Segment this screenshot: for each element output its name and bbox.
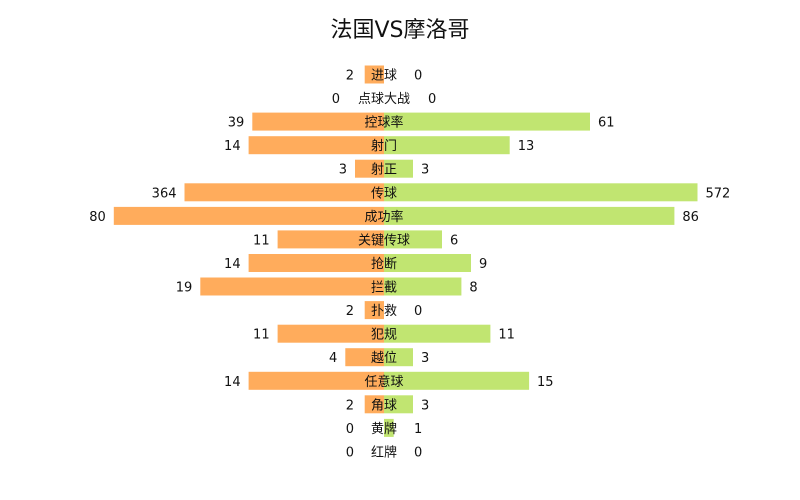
bar-right-6 (384, 206, 675, 225)
bar-right-9 (384, 277, 462, 296)
category-label-6: 成功率 (364, 209, 403, 225)
bar-right-3 (384, 136, 510, 155)
category-label-14: 角球 (371, 398, 397, 413)
bar-left-6 (113, 206, 385, 225)
value-label-left-8: 14 (224, 257, 241, 272)
value-label-left-1: 0 (332, 92, 340, 107)
category-label-16: 红牌 (371, 445, 397, 461)
value-label-right-14: 3 (421, 398, 429, 413)
bar-left-5 (184, 183, 384, 202)
chart-title: 法国VS摩洛哥 (330, 18, 470, 43)
value-label-left-12: 4 (329, 351, 337, 366)
value-label-left-10: 2 (346, 304, 354, 319)
value-label-right-8: 9 (479, 257, 487, 272)
value-label-left-0: 2 (346, 69, 354, 84)
value-label-right-12: 3 (421, 351, 429, 366)
category-label-13: 任意球 (364, 374, 403, 390)
value-label-left-9: 19 (176, 281, 193, 296)
bar-left-3 (248, 136, 384, 155)
value-label-left-11: 11 (253, 328, 270, 343)
value-label-right-5: 572 (706, 186, 731, 201)
category-label-2: 控球率 (364, 115, 403, 131)
category-label-4: 射正 (371, 162, 397, 178)
bar-left-2 (252, 112, 384, 131)
bar-left-14 (364, 395, 384, 414)
bar-right-7 (384, 230, 442, 249)
value-label-right-16: 0 (414, 446, 422, 461)
value-label-left-6: 80 (89, 210, 106, 225)
bar-right-2 (384, 112, 590, 131)
category-label-8: 抢断 (371, 256, 397, 272)
bar-right-5 (384, 183, 698, 202)
category-label-11: 犯规 (371, 328, 397, 343)
bar-right-4 (384, 159, 413, 178)
value-label-left-5: 364 (152, 186, 177, 201)
category-label-0: 进球 (371, 69, 397, 84)
value-label-right-2: 61 (598, 116, 615, 131)
value-label-right-3: 13 (518, 139, 535, 154)
value-label-right-1: 0 (428, 92, 436, 107)
value-label-left-2: 39 (228, 116, 245, 131)
value-label-right-13: 15 (537, 375, 554, 390)
bar-left-0 (364, 65, 384, 84)
bar-right-14 (384, 395, 413, 414)
bar-right-12 (384, 348, 413, 367)
bar-left-11 (277, 324, 384, 343)
value-label-left-4: 3 (339, 163, 347, 178)
category-label-3: 射门 (371, 138, 397, 154)
value-label-left-16: 0 (346, 446, 354, 461)
value-label-right-11: 11 (498, 328, 515, 343)
bar-right-8 (384, 254, 471, 272)
value-label-right-4: 3 (421, 163, 429, 178)
value-label-left-14: 2 (346, 398, 354, 413)
bar-left-8 (248, 254, 384, 272)
bar-left-12 (345, 348, 384, 367)
value-label-right-7: 6 (450, 233, 458, 248)
value-label-right-15: 1 (414, 422, 422, 437)
category-label-5: 传球 (371, 186, 397, 201)
category-label-9: 拦截 (371, 281, 397, 296)
value-label-left-13: 14 (224, 375, 241, 390)
value-label-right-6: 86 (682, 210, 699, 225)
value-label-right-9: 8 (469, 281, 477, 296)
category-label-12: 越位 (371, 351, 397, 366)
value-label-left-3: 14 (224, 139, 241, 154)
category-label-1: 点球大战 (358, 92, 410, 107)
value-label-left-15: 0 (346, 422, 354, 437)
bar-left-4 (355, 159, 384, 178)
category-label-10: 扑救 (371, 303, 397, 319)
category-label-15: 黄牌 (371, 421, 397, 437)
bar-left-7 (277, 230, 384, 249)
value-label-right-0: 0 (414, 69, 422, 84)
bar-left-13 (248, 371, 384, 390)
bar-right-15 (384, 418, 394, 437)
bar-left-10 (364, 301, 384, 320)
bar-left-9 (200, 277, 384, 296)
category-label-7: 关键传球 (358, 233, 410, 248)
value-label-right-10: 0 (414, 304, 422, 319)
bar-right-11 (384, 324, 491, 343)
value-label-left-7: 11 (253, 233, 270, 248)
bar-right-13 (384, 371, 530, 390)
